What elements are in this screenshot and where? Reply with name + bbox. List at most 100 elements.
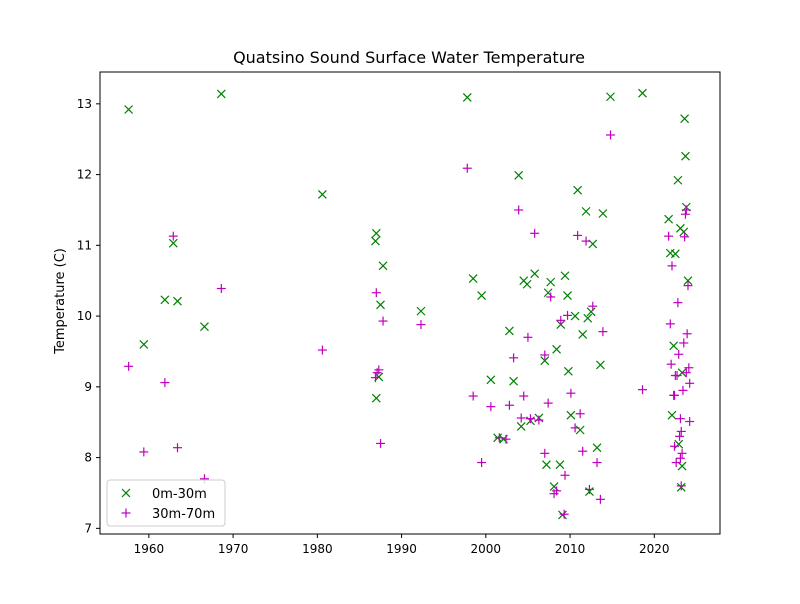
data-point-0m-30m [638, 88, 647, 98]
data-point-30m-70m [675, 453, 685, 463]
data-point-0m-30m [514, 170, 524, 180]
data-point-0m-30m [516, 422, 526, 431]
data-point-30m-70m [670, 390, 680, 400]
axis-ticks: 1960 1970 1980 1990 2000 2010 2020 7 8 9 10 11 12 13 [77, 97, 670, 556]
data-point-30m-70m [671, 458, 681, 468]
data-point-30m-70m [680, 232, 690, 242]
data-point-30m-70m [676, 481, 686, 491]
data-point-30m-70m [504, 400, 514, 410]
data-point-0m-30m [160, 295, 170, 305]
data-point-30m-70m [519, 391, 529, 401]
data-point-0m-30m [669, 341, 679, 351]
data-point-0m-30m [216, 89, 226, 99]
data-point-30m-70m [556, 315, 566, 325]
data-point-0m-30m [667, 410, 677, 420]
data-point-0m-30m [542, 460, 551, 470]
data-point-30m-70m [216, 283, 226, 293]
data-point-0m-30m [504, 326, 514, 336]
data-point-30m-70m [588, 301, 598, 311]
data-point-0m-30m [560, 271, 570, 281]
data-point-30m-70m [374, 365, 384, 375]
data-point-30m-70m [534, 415, 544, 425]
data-point-0m-30m [552, 344, 562, 354]
data-point-30m-70m [543, 398, 553, 408]
y-tick-label: 8 [84, 451, 92, 465]
data-point-0m-30m [522, 279, 532, 289]
data-point-0m-30m [168, 238, 178, 248]
y-tick-label: 9 [84, 380, 92, 394]
data-point-0m-30m [570, 311, 580, 321]
data-point-30m-70m [598, 327, 608, 337]
data-point-0m-30m [477, 291, 487, 300]
data-point-30m-70m [664, 231, 674, 241]
data-point-0m-30m [486, 375, 496, 385]
data-point-30m-70m [462, 163, 472, 173]
data-point-30m-70m [370, 373, 380, 383]
data-point-30m-70m [575, 409, 585, 419]
x-tick-label: 1980 [302, 542, 333, 556]
data-point-0m-30m [530, 269, 540, 279]
data-point-30m-70m [581, 236, 591, 246]
data-point-30m-70m [666, 359, 676, 369]
data-point-30m-70m [486, 402, 496, 412]
data-point-30m-70m [678, 385, 688, 395]
data-point-0m-30m [563, 291, 572, 300]
data-point-30m-70m [124, 361, 134, 371]
data-point-30m-70m [525, 414, 535, 424]
data-point-0m-30m [674, 439, 684, 449]
data-point-0m-30m [592, 443, 602, 453]
data-point-30m-70m [546, 292, 556, 302]
legend: 0m-30m 30m-70m [106, 479, 226, 527]
data-point-0m-30m [173, 296, 182, 306]
y-tick-label: 13 [77, 97, 92, 111]
data-point-30m-70m [509, 353, 519, 363]
x-tick-label: 2000 [471, 542, 502, 556]
chart-title: Quatsino Sound Surface Water Temperature [233, 48, 585, 67]
data-point-0m-30m [575, 425, 585, 435]
data-point-30m-70m [552, 486, 562, 496]
data-point-30m-70m [667, 261, 677, 271]
data-point-0m-30m [683, 276, 693, 286]
data-point-30m-70m [665, 319, 675, 329]
data-point-30m-70m [685, 378, 695, 388]
x-tick-label: 1960 [134, 542, 165, 556]
data-point-30m-70m [573, 230, 583, 240]
y-tick-label: 12 [77, 168, 92, 182]
data-point-30m-70m [679, 338, 689, 348]
data-point-0m-30m [586, 307, 596, 317]
data-point-30m-70m [670, 441, 680, 451]
data-point-30m-70m [560, 470, 570, 480]
data-point-0m-30m [374, 372, 384, 382]
data-point-0m-30m [546, 277, 556, 287]
data-point-0m-30m [677, 461, 687, 471]
data-point-30m-70m [523, 332, 533, 342]
data-point-30m-70m [501, 434, 511, 444]
data-point-30m-70m [681, 205, 691, 215]
data-point-30m-70m [605, 130, 615, 140]
data-point-30m-70m [173, 443, 182, 453]
data-point-0m-30m [680, 114, 690, 124]
data-point-30m-70m [563, 310, 573, 320]
data-point-30m-70m [680, 209, 690, 219]
data-point-30m-70m [681, 368, 691, 378]
data-point-0m-30m [670, 249, 680, 259]
data-point-30m-70m [378, 316, 388, 326]
legend-label: 30m-70m [152, 507, 215, 522]
data-point-0m-30m [555, 460, 565, 470]
y-tick-label: 10 [77, 309, 92, 323]
data-point-0m-30m [583, 313, 593, 323]
data-point-30m-70m [673, 298, 683, 308]
data-point-30m-70m [514, 205, 524, 215]
data-point-30m-70m [168, 231, 178, 241]
data-point-0m-30m [681, 151, 690, 161]
legend-marker-0m-30m [121, 488, 131, 498]
data-point-30m-70m [682, 329, 692, 339]
plot-frame [99, 71, 721, 535]
data-point-0m-30m [566, 410, 576, 420]
x-tick-label: 2010 [555, 542, 586, 556]
data-point-30m-70m [530, 228, 540, 238]
data-point-0m-30m [664, 214, 674, 224]
data-point-30m-70m [516, 413, 526, 423]
data-point-0m-30m [679, 227, 689, 237]
